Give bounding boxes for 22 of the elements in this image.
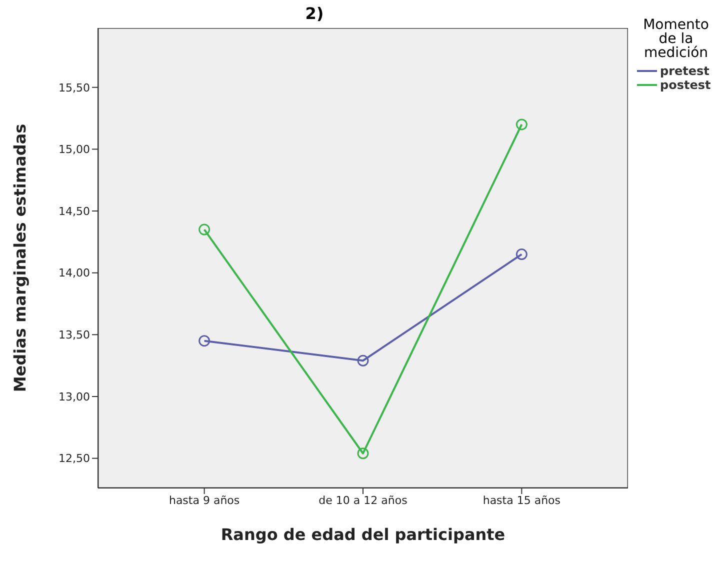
y-tick-label: 12,50 <box>58 452 90 466</box>
x-tick-label: de 10 a 12 años <box>318 494 408 507</box>
y-tick-label: 14,50 <box>58 204 90 218</box>
point <box>516 248 528 260</box>
legend-label: pretest <box>660 64 710 78</box>
x-tick-label: hasta 9 años <box>168 494 240 507</box>
y-tick-label: 15,00 <box>58 143 90 156</box>
point <box>516 118 528 130</box>
legend-label: postest <box>660 78 711 92</box>
x-axis-title: Rango de edad del participante <box>220 525 506 544</box>
point <box>357 354 369 366</box>
y-axis-title: Medias marginales estimadas <box>10 124 30 392</box>
point <box>357 448 369 460</box>
y-tick-label: 15,50 <box>58 81 90 94</box>
x-tick-label: hasta 15 años <box>482 494 561 507</box>
point <box>198 335 210 347</box>
y-tick-label: 13,00 <box>58 390 90 404</box>
point <box>198 224 210 236</box>
legend-title: Momento de la medición <box>642 17 710 61</box>
chart-title: 2) <box>304 4 325 23</box>
y-tick-label: 14,00 <box>58 266 90 280</box>
y-tick-label: 13,50 <box>58 328 90 342</box>
